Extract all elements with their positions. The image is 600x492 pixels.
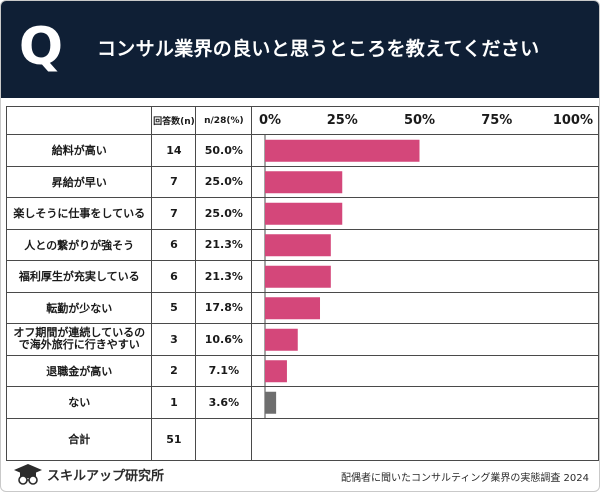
table-row: ない 1 3.6%	[5, 386, 599, 419]
row-count: 3	[151, 323, 197, 356]
row-bar-cell	[251, 197, 599, 230]
row-label: 退職金が高い	[5, 354, 153, 387]
row-percent: 21.3%	[195, 260, 253, 293]
row-label: 人との繋がりが強そう	[5, 228, 153, 261]
row-bar-cell	[251, 260, 599, 293]
axis-tick-label: 75%	[481, 113, 513, 128]
table-row: 昇給が早い 7 25.0%	[5, 165, 599, 198]
row-percent: 10.6%	[195, 323, 253, 356]
row-count: 6	[151, 260, 197, 293]
row-bar-cell	[251, 165, 599, 198]
table-row: 人との繋がりが強そう 6 21.3%	[5, 228, 599, 261]
row-percent: 50.0%	[195, 134, 253, 167]
row-bar-cell	[251, 228, 599, 261]
row-label: ない	[5, 386, 153, 419]
row-label: オフ期間が連続しているの で海外旅行に行きやすい	[5, 323, 153, 356]
total-label: 合計	[5, 417, 153, 461]
source-note: 配偶者に聞いたコンサルティング業界の実態調査 2024	[340, 473, 589, 484]
axis-tick-label: 0%	[259, 113, 282, 128]
question-title: コンサル業界の良いと思うところを教えてください	[97, 38, 540, 60]
axis-tick-label: 100%	[552, 113, 593, 128]
table-row: 転勤が少ない 5 17.8%	[5, 291, 599, 324]
row-count: 6	[151, 228, 197, 261]
table-row: 退職金が高い 2 7.1%	[5, 354, 599, 387]
row-label-line-2: で海外旅行に行きやすい	[18, 338, 140, 352]
row-label-line-1: オフ期間が連続しているの	[13, 326, 146, 340]
question-header: Q コンサル業界の良いと思うところを教えてください	[1, 1, 599, 98]
row-percent: 7.1%	[195, 354, 253, 387]
total-chart-empty	[251, 417, 599, 461]
table-header-row: 回答数(n) n/28(%)	[5, 106, 599, 135]
row-percent: 3.6%	[195, 386, 253, 419]
axis-tick-label: 25%	[326, 113, 358, 128]
table-row: 福利厚生が充実している 6 21.3%	[5, 260, 599, 293]
row-label: 昇給が早い	[5, 165, 153, 198]
row-percent: 21.3%	[195, 228, 253, 261]
table-row: 給料が高い 14 50.0%	[5, 134, 599, 167]
row-percent: 25.0%	[195, 197, 253, 230]
row-percent: 25.0%	[195, 165, 253, 198]
row-count: 14	[151, 134, 197, 167]
row-label: 給料が高い	[5, 134, 153, 167]
row-label: 福利厚生が充実している	[5, 260, 153, 293]
axis-tick-label: 50%	[403, 113, 436, 128]
table-row: オフ期間が連続しているの で海外旅行に行きやすい 3 10.6%	[5, 323, 599, 356]
row-count: 1	[151, 386, 197, 419]
header-percent: n/28(%)	[195, 106, 253, 135]
row-bar-cell	[251, 134, 599, 167]
row-count: 7	[151, 197, 197, 230]
total-count: 51	[151, 417, 197, 461]
header-axis-cell	[251, 106, 599, 135]
row-bar-cell	[251, 386, 599, 419]
row-bar-cell	[251, 291, 599, 324]
header-label-cell	[5, 106, 153, 135]
row-bar-cell	[251, 354, 599, 387]
row-count: 7	[151, 165, 197, 198]
results-table: 回答数(n) n/28(%) 給料が高い 14 50.0% 昇給が早い 7 25…	[5, 106, 599, 461]
q-icon: Q	[18, 17, 64, 77]
total-percent-empty	[195, 417, 253, 461]
row-percent: 17.8%	[195, 291, 253, 324]
table-row: 楽しそうに仕事をしている 7 25.0%	[5, 197, 599, 230]
header-responses: 回答数(n)	[151, 106, 197, 135]
row-count: 2	[151, 354, 197, 387]
row-label: 楽しそうに仕事をしている	[5, 197, 153, 230]
graduation-cap-logo-icon	[14, 464, 42, 485]
row-bar-cell	[251, 323, 599, 356]
row-count: 5	[151, 291, 197, 324]
brand-name: スキルアップ研究所	[47, 469, 165, 484]
row-label: 転勤が少ない	[5, 291, 153, 324]
total-row: 合計 51	[5, 417, 599, 461]
